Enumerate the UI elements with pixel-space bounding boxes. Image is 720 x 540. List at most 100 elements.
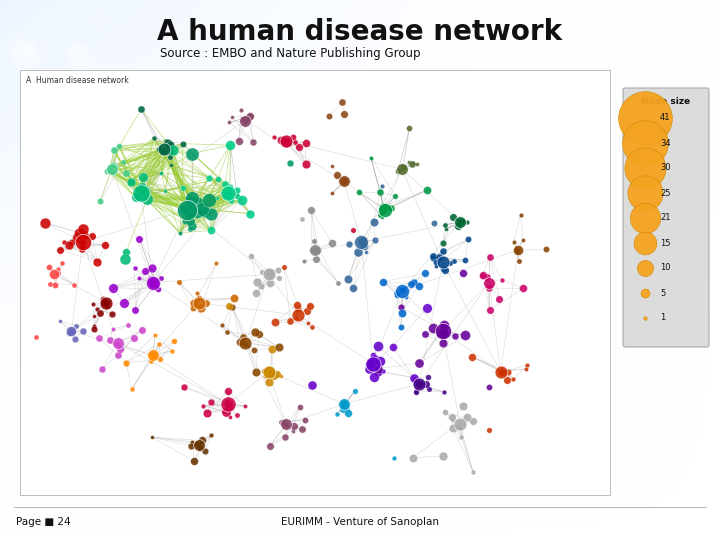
- Point: [291, 313, 302, 322]
- Point: [146, 433, 158, 442]
- Point: [438, 407, 450, 416]
- Point: [428, 324, 439, 333]
- Point: [266, 345, 278, 354]
- Point: [372, 364, 384, 373]
- Point: [247, 138, 258, 146]
- Point: [147, 278, 158, 287]
- Point: [184, 217, 196, 226]
- Point: [264, 366, 275, 375]
- Point: [71, 321, 82, 330]
- Circle shape: [111, 105, 140, 134]
- Point: [182, 206, 194, 214]
- Circle shape: [9, 33, 33, 57]
- Point: [134, 274, 145, 282]
- Point: [396, 165, 408, 173]
- Point: [309, 246, 320, 255]
- Point: [147, 278, 158, 287]
- Text: A human disease network: A human disease network: [158, 18, 562, 46]
- Point: [512, 246, 523, 254]
- Circle shape: [10, 43, 37, 70]
- Text: A  Human disease network: A Human disease network: [26, 76, 129, 85]
- Text: Source : EMBO and Nature Publishing Group: Source : EMBO and Nature Publishing Grou…: [160, 46, 420, 59]
- Point: [271, 370, 283, 379]
- Point: [199, 207, 210, 216]
- Point: [48, 270, 60, 279]
- Point: [126, 385, 138, 394]
- Point: [193, 440, 204, 449]
- Point: [477, 271, 489, 280]
- Point: [101, 302, 112, 311]
- Point: [428, 254, 439, 262]
- Point: [512, 246, 523, 254]
- Text: 41: 41: [660, 113, 670, 123]
- Point: [225, 195, 236, 204]
- Point: [420, 269, 431, 278]
- Point: [264, 269, 276, 278]
- Point: [359, 241, 370, 250]
- Point: [220, 180, 231, 188]
- Point: [280, 137, 292, 145]
- Point: [244, 112, 256, 120]
- Point: [306, 246, 318, 254]
- Point: [75, 244, 86, 252]
- Point: [263, 378, 274, 387]
- Point: [250, 368, 261, 376]
- Point: [164, 141, 176, 150]
- Circle shape: [55, 83, 76, 104]
- Circle shape: [58, 150, 76, 168]
- Point: [379, 204, 390, 213]
- Point: [96, 365, 108, 374]
- Point: [483, 278, 495, 287]
- Point: [338, 400, 350, 409]
- Point: [185, 197, 197, 206]
- Point: [436, 328, 448, 337]
- Point: [264, 442, 276, 450]
- Point: [125, 178, 137, 186]
- Point: [205, 431, 217, 440]
- Point: [496, 367, 508, 375]
- Point: [467, 468, 479, 476]
- Point: [387, 342, 398, 351]
- Point: [438, 220, 450, 229]
- Point: [107, 160, 119, 169]
- Text: 15: 15: [660, 239, 670, 247]
- Point: [88, 311, 99, 320]
- Point: [125, 178, 137, 187]
- Point: [148, 134, 160, 143]
- Point: [306, 381, 318, 389]
- Point: [196, 436, 207, 445]
- Point: [236, 195, 248, 204]
- Point: [39, 219, 50, 227]
- Point: [343, 239, 355, 248]
- Point: [225, 413, 236, 421]
- Point: [136, 326, 148, 335]
- Point: [73, 228, 84, 237]
- Point: [162, 138, 174, 147]
- Point: [300, 139, 311, 148]
- Point: [395, 303, 407, 312]
- Point: [308, 245, 320, 254]
- Point: [222, 400, 233, 409]
- Point: [336, 98, 348, 106]
- Point: [367, 359, 379, 368]
- Point: [256, 268, 268, 276]
- Point: [454, 423, 465, 431]
- Point: [223, 403, 235, 411]
- Point: [181, 204, 193, 213]
- Point: [495, 367, 506, 375]
- Point: [374, 211, 386, 219]
- Point: [349, 386, 361, 395]
- Point: [457, 269, 469, 278]
- Point: [250, 328, 261, 336]
- Point: [91, 305, 102, 313]
- Point: [273, 273, 284, 282]
- Point: [459, 331, 471, 340]
- Point: [476, 272, 487, 281]
- Point: [243, 341, 254, 350]
- Point: [388, 454, 400, 463]
- Point: [221, 328, 233, 337]
- Point: [145, 357, 157, 366]
- Point: [423, 384, 435, 393]
- Point: [248, 346, 260, 354]
- Point: [77, 225, 89, 234]
